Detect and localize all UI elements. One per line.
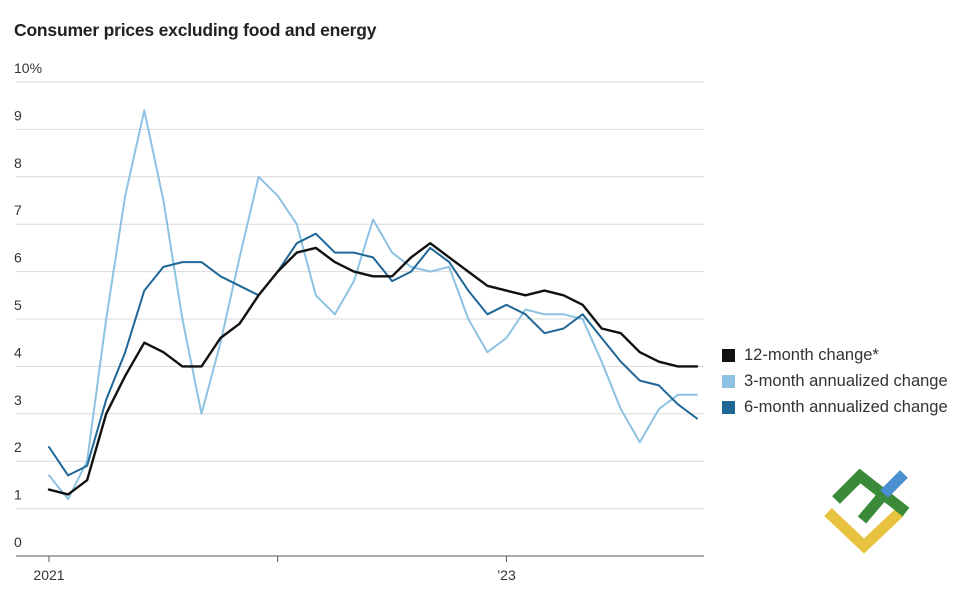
legend-swatch-12-month	[722, 348, 735, 362]
y-tick-label-7: 7	[14, 202, 22, 218]
x-tick-label-2: ’23	[497, 567, 516, 583]
y-tick-label-9: 9	[14, 107, 22, 123]
logo-blue-stroke	[880, 470, 908, 498]
chart-title: Consumer prices excluding food and energ…	[14, 20, 377, 40]
x-axis: 2021 ’23	[16, 555, 704, 583]
legend-swatch-6-month	[722, 400, 735, 414]
y-tick-label-5: 5	[14, 297, 22, 313]
series-lines	[47, 109, 699, 501]
legend-swatch-3-month	[722, 374, 735, 388]
logo-yellow-chevron	[824, 508, 904, 554]
logo-green-stroke	[832, 468, 910, 517]
series-line-3-month	[48, 109, 698, 501]
y-axis-tick-labels: 0 1 2 3 4 5 6 7 8 9 10%	[14, 60, 42, 550]
legend-item-6-month: 6-month annualized change	[722, 394, 948, 420]
series-line-6-month	[48, 232, 698, 477]
legend-label-3-month: 3-month annualized change	[744, 371, 948, 390]
series-line-12-month	[47, 241, 699, 496]
brand-logo-icon	[824, 468, 910, 554]
y-tick-label-8: 8	[14, 155, 22, 171]
y-tick-label-1: 1	[14, 487, 22, 503]
legend-item-3-month: 3-month annualized change	[722, 368, 948, 394]
gridlines	[16, 81, 704, 510]
x-tick-label-0: 2021	[33, 567, 64, 583]
legend-label-12-month: 12-month change*	[744, 345, 879, 364]
y-tick-label-0: 0	[14, 534, 22, 550]
legend-item-12-month: 12-month change*	[722, 342, 948, 368]
legend-label-6-month: 6-month annualized change	[744, 397, 948, 416]
line-chart: 0 1 2 3 4 5 6 7 8 9 10% 2021 ’23	[14, 60, 704, 583]
y-tick-label-2: 2	[14, 439, 22, 455]
y-tick-label-4: 4	[14, 344, 22, 360]
y-tick-label-3: 3	[14, 392, 22, 408]
y-tick-label-6: 6	[14, 250, 22, 266]
logo-green-cross	[857, 490, 889, 524]
legend: 12-month change* 3-month annualized chan…	[722, 342, 948, 420]
y-tick-label-10: 10%	[14, 60, 42, 76]
